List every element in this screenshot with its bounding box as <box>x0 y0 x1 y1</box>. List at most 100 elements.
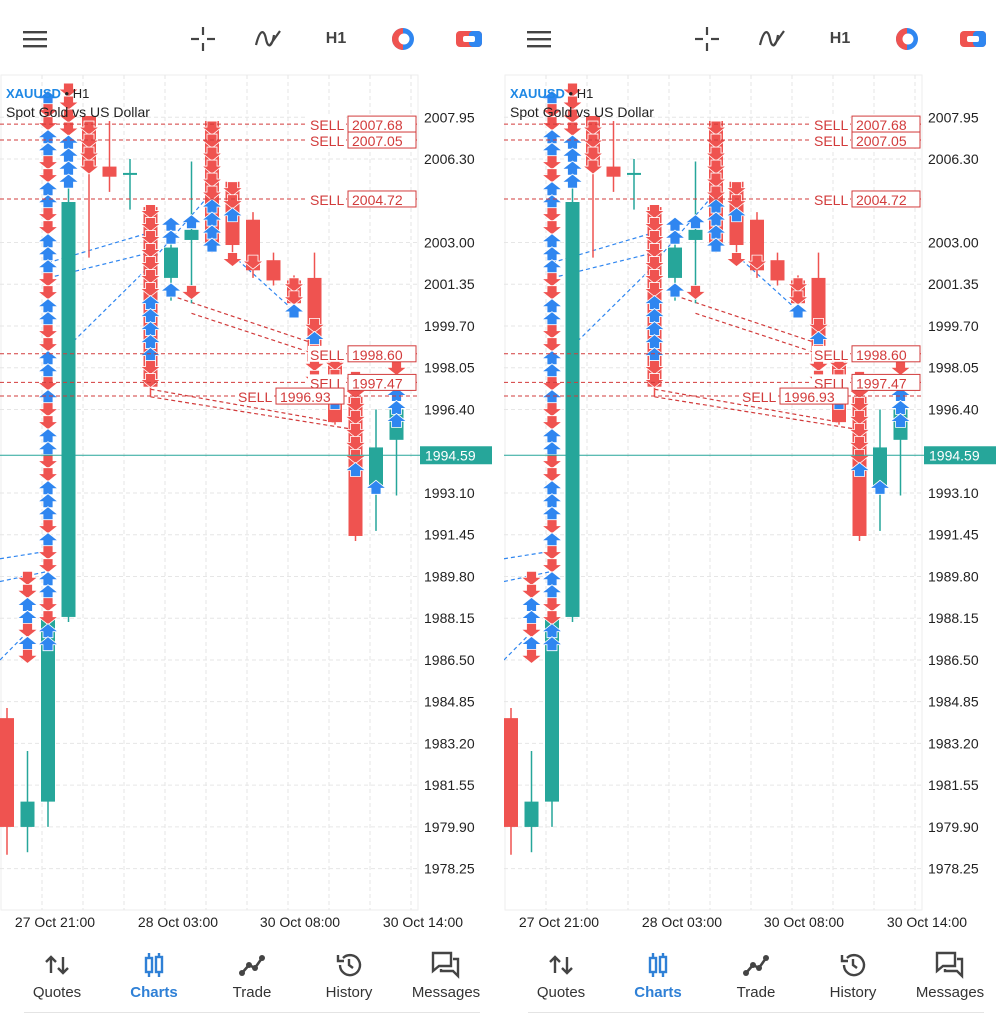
price-tick-label: 1998.05 <box>928 360 979 376</box>
nav-item-history[interactable]: History <box>304 950 394 1001</box>
sell-arrow-icon <box>36 610 60 626</box>
price-tick-label: 1979.90 <box>928 819 979 835</box>
timeframe-button[interactable]: H1 <box>829 30 851 47</box>
sell-arrow-icon <box>344 436 367 452</box>
nav-item-history[interactable]: History <box>808 950 898 1001</box>
buy-arrow-icon <box>889 412 912 428</box>
sell-arrow-icon <box>36 168 60 184</box>
sell-arrow-icon <box>581 146 605 162</box>
signal-connection-line <box>150 191 213 264</box>
candle-bullish <box>668 247 682 278</box>
menu-icon[interactable] <box>525 24 555 54</box>
candle-bearish <box>102 166 117 177</box>
sell-arrow-icon <box>540 402 564 418</box>
nav-item-trade[interactable]: Trade <box>207 950 297 1001</box>
nav-item-charts[interactable]: Charts <box>109 950 199 1001</box>
charts-icon <box>109 950 199 980</box>
nav-label: Trade <box>736 984 776 1001</box>
time-label: 30 Oct 08:00 <box>259 914 341 930</box>
price-tick-label: 1978.25 <box>928 861 979 877</box>
price-chart[interactable]: 2007.95 2006.30 2003.00 2001.35 1999.70 1998.… <box>0 0 504 915</box>
symbol-description: Spot Gold vs US Dollar <box>6 104 150 120</box>
sell-arrow-icon <box>520 583 543 599</box>
nav-item-messages[interactable]: Messages <box>401 950 491 1001</box>
symbol-name: XAUUSD <box>6 86 61 101</box>
sell-arrow-icon <box>581 133 605 149</box>
buy-arrow-icon <box>159 229 183 245</box>
mt5-chart-screen: H1 2007.95 2006.30 2003.00 2001.35 1999.70 19… <box>504 0 1008 1024</box>
symbol-label: XAUUSD • H1 <box>6 86 89 102</box>
sell-price-label: 2007.68 <box>856 117 907 133</box>
nav-item-quotes[interactable]: Quotes <box>516 950 606 1001</box>
price-tick-label: 1999.70 <box>424 318 475 334</box>
sell-arrow-icon <box>540 116 564 132</box>
sell-arrow-icon <box>139 204 162 220</box>
chart-type-icon[interactable] <box>388 24 418 54</box>
nav-label: History <box>325 984 373 1001</box>
sell-arrow-icon <box>36 337 60 353</box>
crosshair-icon[interactable] <box>692 24 722 54</box>
price-chart[interactable]: 2007.95 2006.30 2003.00 2001.35 1999.70 1998.… <box>504 0 1008 915</box>
price-tick-label: 2001.35 <box>424 276 475 292</box>
price-tick-label: 1981.55 <box>424 777 475 793</box>
price-tick-label: 1991.45 <box>928 527 979 543</box>
crosshair-icon[interactable] <box>188 24 218 54</box>
buy-arrow-icon <box>200 237 224 253</box>
sell-arrow-icon <box>221 181 244 197</box>
nav-item-messages[interactable]: Messages <box>905 950 995 1001</box>
price-tick-label: 2007.95 <box>928 109 979 125</box>
symbol-sep: • <box>60 86 73 101</box>
candle-bearish <box>606 166 621 177</box>
candle-bullish <box>565 202 580 617</box>
time-label: 30 Oct 14:00 <box>382 914 464 930</box>
one-click-trading-icon[interactable] <box>454 24 484 54</box>
chart-type-icon[interactable] <box>892 24 922 54</box>
candle-bullish <box>20 801 35 827</box>
sell-arrow-icon <box>36 558 60 574</box>
sell-arrow-icon <box>16 648 39 664</box>
signal-connection-line <box>695 312 819 355</box>
sell-price-label: 1996.93 <box>280 389 331 405</box>
nav-item-trade[interactable]: Trade <box>711 950 801 1001</box>
timeframe-button[interactable]: H1 <box>325 30 347 47</box>
one-click-trading-icon[interactable] <box>958 24 988 54</box>
sell-arrow-icon <box>57 108 80 124</box>
sell-arrow-icon <box>139 282 162 298</box>
sell-arrow-icon <box>540 103 564 119</box>
time-label: 28 Oct 03:00 <box>641 914 723 930</box>
sell-tag-background <box>236 388 274 405</box>
symbol-name: XAUUSD <box>510 86 565 101</box>
nav-label: Quotes <box>32 984 82 1001</box>
price-tick-label: 1993.10 <box>928 485 979 501</box>
price-tick-label: 1984.85 <box>928 694 979 710</box>
history-icon <box>304 950 394 980</box>
messages-icon <box>401 950 491 980</box>
nav-item-charts[interactable]: Charts <box>613 950 703 1001</box>
sell-arrow-icon <box>36 116 60 132</box>
sell-arrow-icon <box>540 467 564 483</box>
sell-level-tag: SELL <box>742 389 776 405</box>
candle-bullish <box>873 447 887 486</box>
indicators-icon[interactable] <box>253 24 283 54</box>
menu-icon[interactable] <box>21 24 51 54</box>
sell-arrow-icon <box>344 423 367 439</box>
sell-arrow-icon <box>643 230 666 246</box>
sell-arrow-icon <box>16 570 39 586</box>
signal-connection-line <box>0 550 49 560</box>
sell-arrow-icon <box>643 373 666 389</box>
sell-arrow-icon <box>540 324 564 340</box>
buy-arrow-icon <box>848 462 871 477</box>
candle-bearish <box>0 718 14 827</box>
nav-item-quotes[interactable]: Quotes <box>12 950 102 1001</box>
indicators-icon[interactable] <box>757 24 787 54</box>
price-tick-label: 2006.30 <box>928 151 979 167</box>
sell-price-box <box>851 373 921 391</box>
sell-arrow-icon <box>643 282 666 298</box>
sell-arrow-icon <box>241 254 265 270</box>
candle-bullish <box>123 172 137 175</box>
sell-arrow-icon <box>36 220 60 236</box>
sell-arrow-icon <box>36 597 60 613</box>
sell-tag-background <box>308 190 346 207</box>
top-toolbar: H1 <box>0 0 504 75</box>
current-price-box <box>924 446 996 465</box>
